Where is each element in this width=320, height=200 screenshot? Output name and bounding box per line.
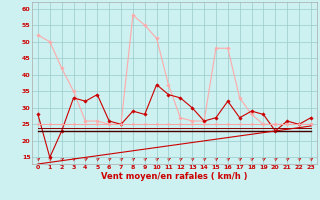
X-axis label: Vent moyen/en rafales ( km/h ): Vent moyen/en rafales ( km/h ): [101, 172, 248, 181]
